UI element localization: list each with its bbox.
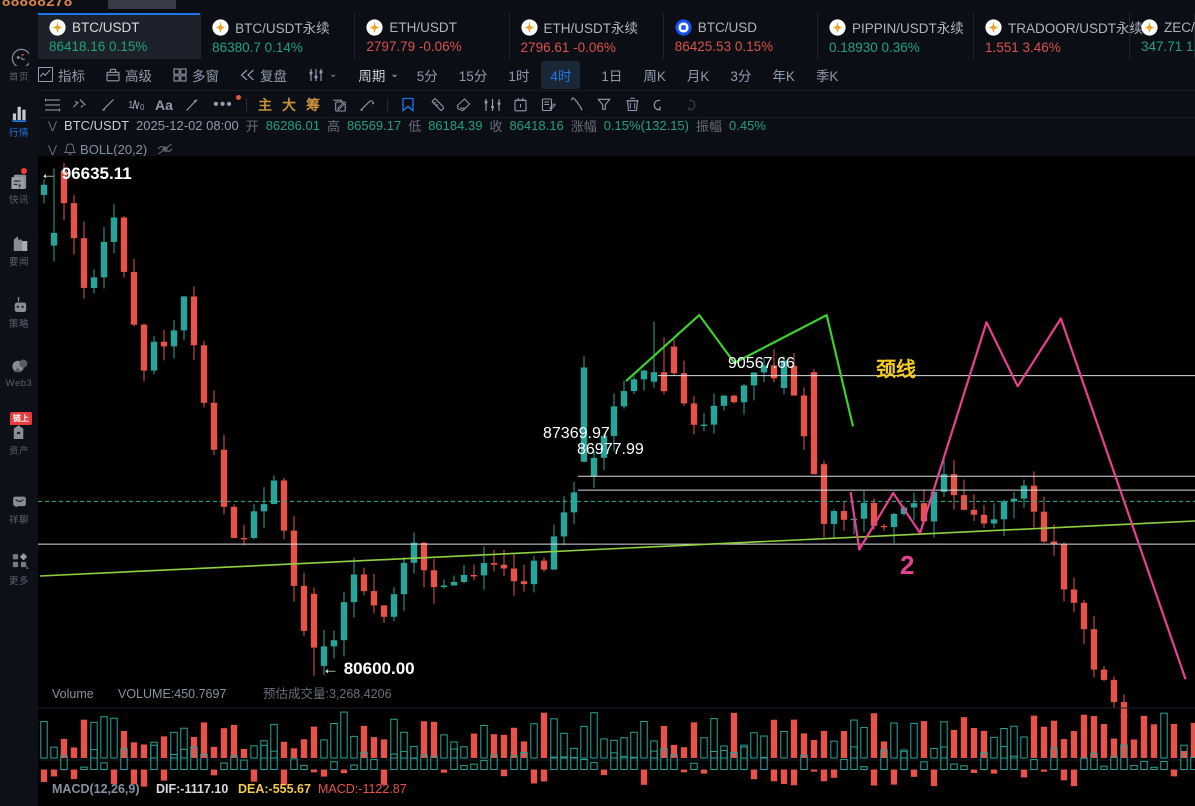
svg-text:Volume: Volume [52, 687, 94, 701]
svg-text:DIF:-1117.10: DIF:-1117.10 [156, 782, 228, 796]
svg-text:预估成交量:3,268.4206: 预估成交量:3,268.4206 [263, 686, 392, 701]
svg-text:颈线: 颈线 [876, 357, 916, 381]
svg-text:1: 1 [128, 100, 134, 111]
svg-text:MACD(12,26,9): MACD(12,26,9) [52, 782, 140, 796]
svg-text:90567.66: 90567.66 [728, 355, 795, 372]
svg-text:2: 2 [900, 550, 914, 580]
svg-text:87369.97: 87369.97 [543, 425, 610, 442]
svg-text:MACD:-1122.87: MACD:-1122.87 [318, 782, 407, 796]
svg-text:VOLUME:450.7697: VOLUME:450.7697 [118, 687, 226, 701]
svg-text:0: 0 [140, 103, 145, 111]
svg-text:86977.99: 86977.99 [577, 441, 644, 458]
svg-text:DEA:-555.67: DEA:-555.67 [238, 782, 311, 796]
svg-text:← 96635.11: ← 96635.11 [40, 164, 132, 183]
svg-text:← 80600.00: ← 80600.00 [322, 659, 415, 678]
